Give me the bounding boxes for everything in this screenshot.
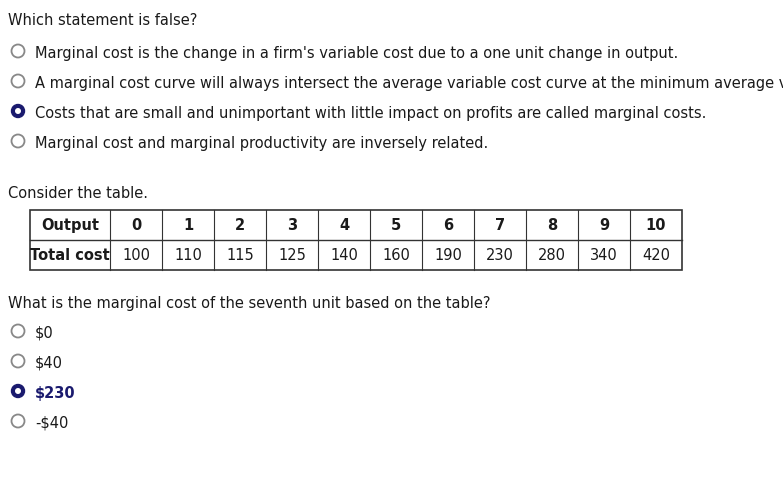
- Circle shape: [16, 389, 20, 394]
- Text: 1: 1: [183, 218, 193, 233]
- Text: Which statement is false?: Which statement is false?: [8, 13, 197, 28]
- Circle shape: [12, 105, 24, 118]
- Text: A marginal cost curve will always intersect the average variable cost curve at t: A marginal cost curve will always inters…: [35, 76, 783, 91]
- Text: 6: 6: [443, 218, 453, 233]
- Text: Consider the table.: Consider the table.: [8, 186, 148, 201]
- Text: 2: 2: [235, 218, 245, 233]
- Text: Marginal cost and marginal productivity are inversely related.: Marginal cost and marginal productivity …: [35, 136, 489, 151]
- Text: What is the marginal cost of the seventh unit based on the table?: What is the marginal cost of the seventh…: [8, 295, 490, 311]
- Circle shape: [12, 384, 24, 397]
- Text: Total cost: Total cost: [30, 248, 110, 263]
- Text: 420: 420: [642, 248, 670, 263]
- Text: Marginal cost is the change in a firm's variable cost due to a one unit change i: Marginal cost is the change in a firm's …: [35, 46, 678, 61]
- Text: 5: 5: [391, 218, 401, 233]
- Text: 340: 340: [590, 248, 618, 263]
- Text: 10: 10: [646, 218, 666, 233]
- Text: 8: 8: [547, 218, 557, 233]
- Text: 190: 190: [434, 248, 462, 263]
- Text: $0: $0: [35, 325, 54, 340]
- Text: 230: 230: [486, 248, 514, 263]
- Text: 9: 9: [599, 218, 609, 233]
- Text: $40: $40: [35, 355, 63, 370]
- Text: 0: 0: [131, 218, 141, 233]
- Text: -$40: -$40: [35, 415, 68, 430]
- Text: Output: Output: [41, 218, 99, 233]
- Text: 110: 110: [174, 248, 202, 263]
- Text: 4: 4: [339, 218, 349, 233]
- Text: 3: 3: [287, 218, 297, 233]
- Text: 280: 280: [538, 248, 566, 263]
- Text: 125: 125: [278, 248, 306, 263]
- Text: 7: 7: [495, 218, 505, 233]
- Text: 140: 140: [330, 248, 358, 263]
- Text: $230: $230: [35, 385, 76, 400]
- Bar: [30, 211, 682, 270]
- Circle shape: [16, 109, 20, 114]
- Text: 115: 115: [226, 248, 254, 263]
- Text: 160: 160: [382, 248, 410, 263]
- Text: Costs that are small and unimportant with little impact on profits are called ma: Costs that are small and unimportant wit…: [35, 106, 706, 121]
- Text: 100: 100: [122, 248, 150, 263]
